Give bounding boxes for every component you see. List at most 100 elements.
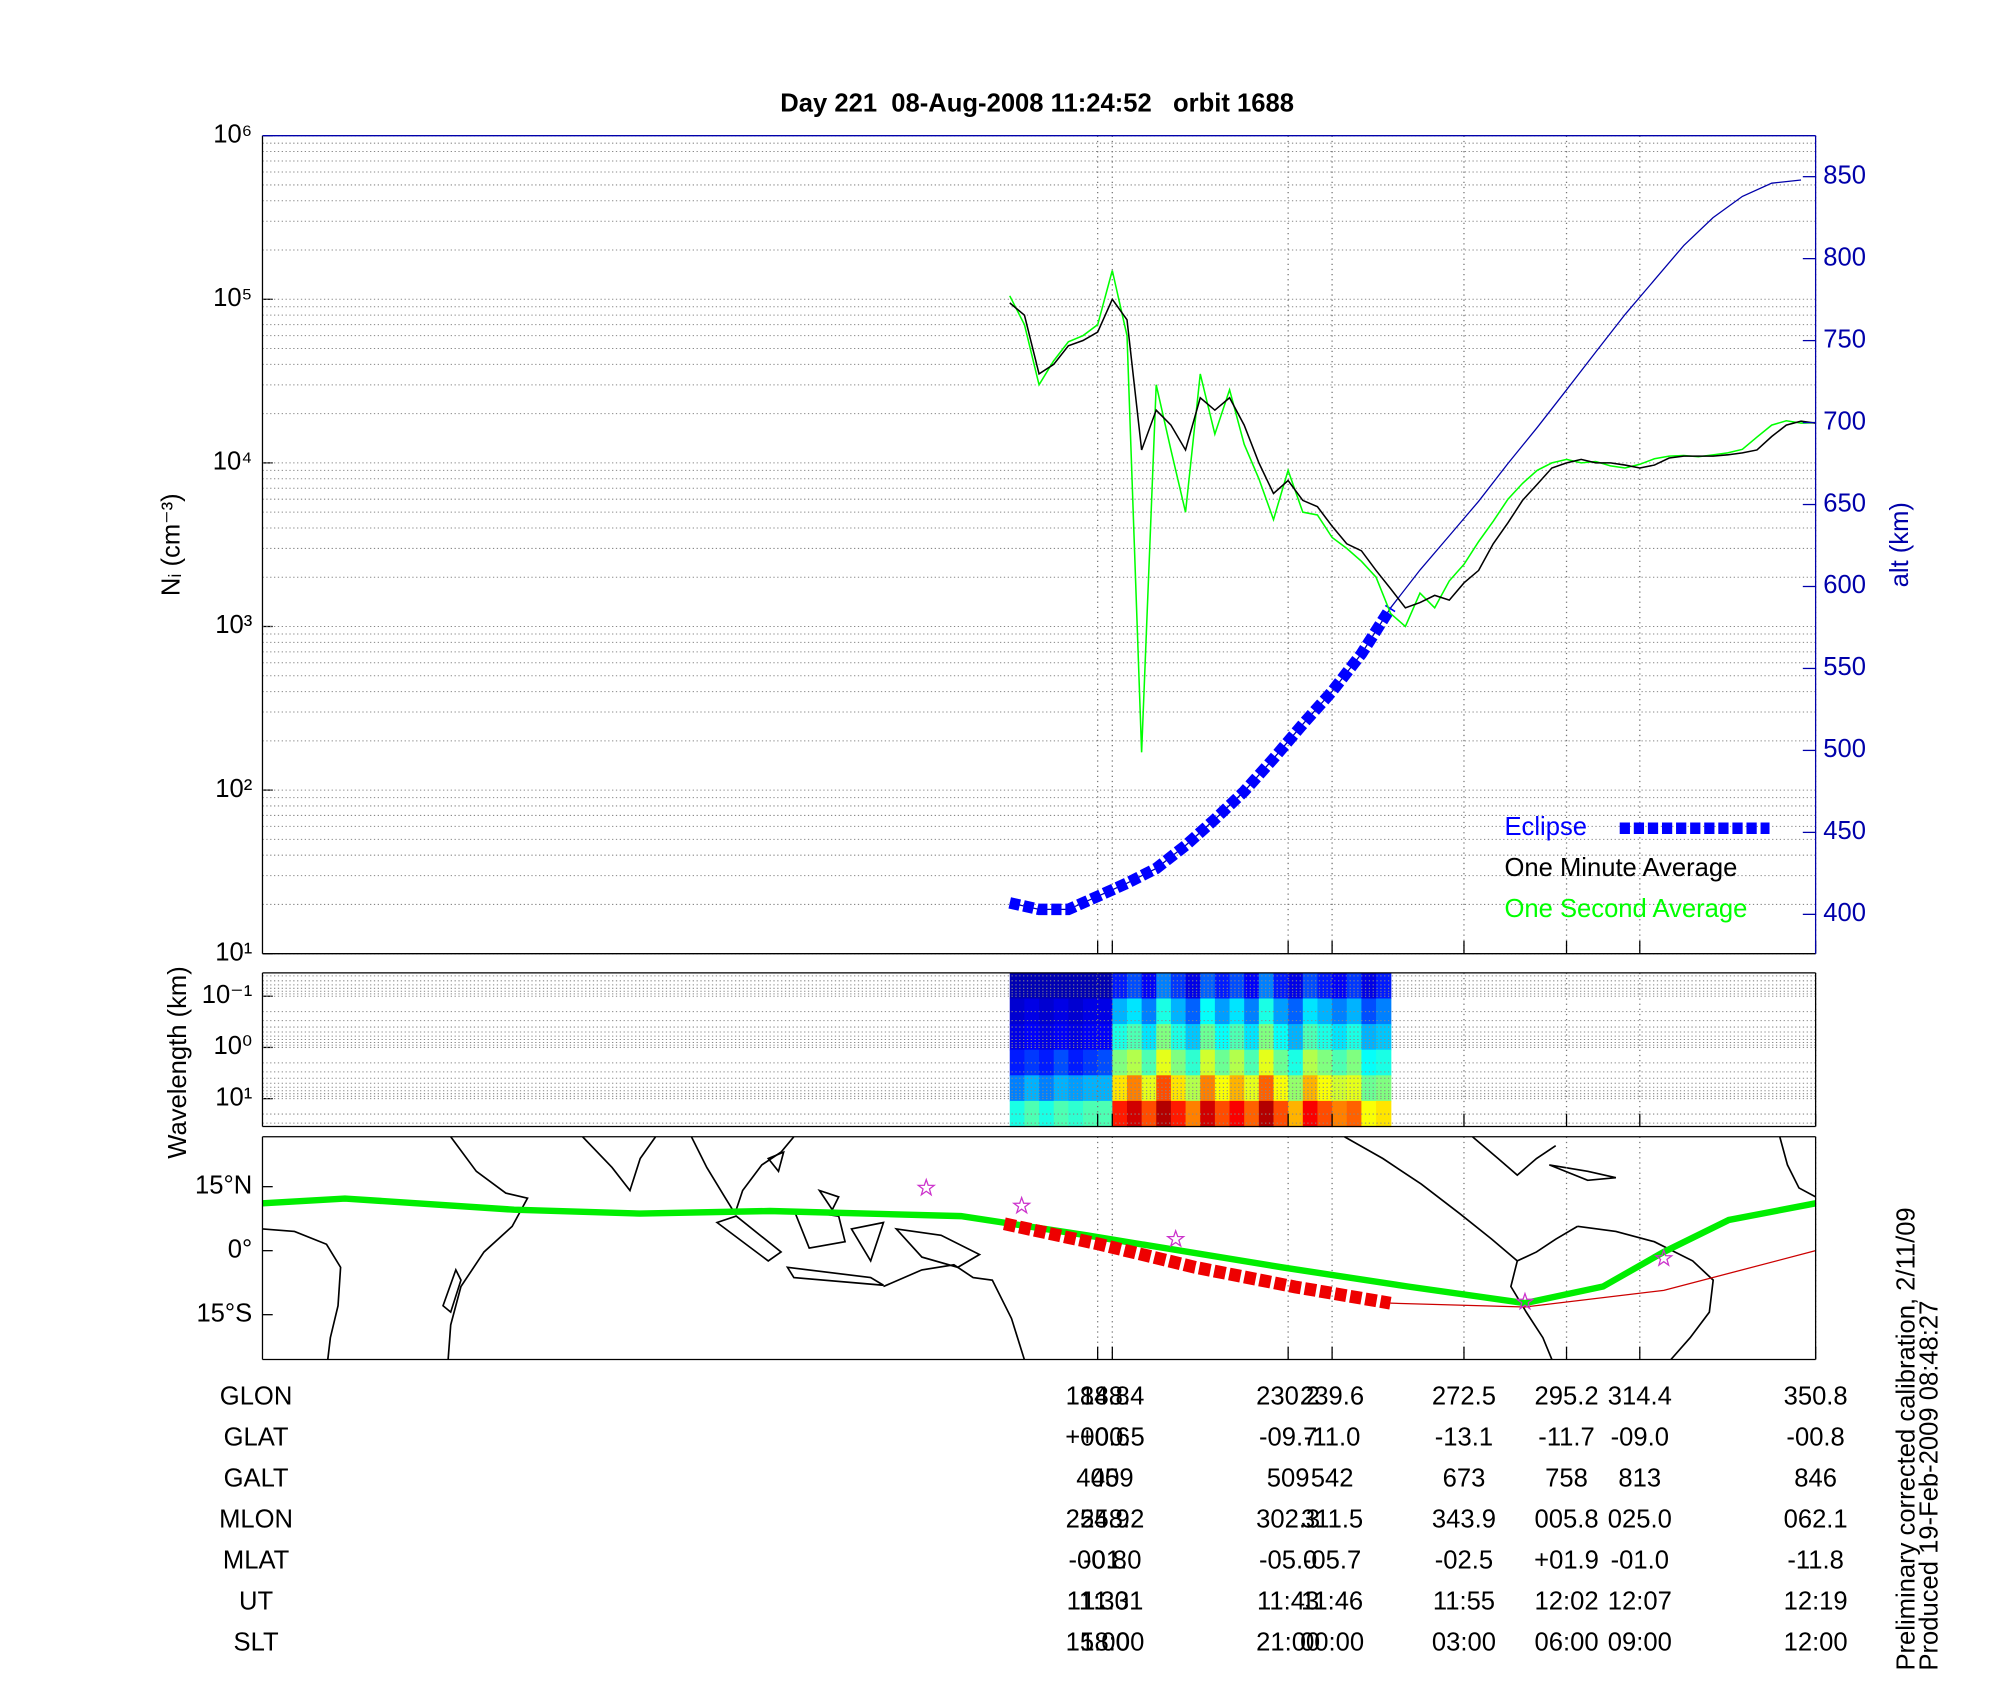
y-tick-label: 10⁴	[213, 448, 252, 476]
spectrogram-cell	[1214, 1049, 1231, 1076]
spectrogram-cell	[1273, 1075, 1289, 1102]
y-axis-label: Wavelength (km)	[164, 966, 192, 1158]
spectrogram-cell	[1097, 998, 1113, 1025]
cell: 758	[1545, 1465, 1588, 1493]
y-tick-label: 10⁶	[213, 120, 252, 148]
spectrogram-cell	[1332, 1100, 1348, 1128]
spectrogram-cell	[1229, 972, 1245, 1000]
spectrogram-cell	[1156, 972, 1172, 1000]
row-label: MLON	[219, 1506, 293, 1534]
y2-axis-label: alt (km)	[1886, 502, 1914, 587]
cell: 11:30	[1067, 1587, 1129, 1615]
spectrogram-cell	[1258, 1049, 1275, 1076]
spectrogram-cell	[1332, 998, 1348, 1025]
spectrogram-cell	[1097, 1100, 1113, 1128]
coastline	[442, 1267, 462, 1314]
cell: 12:07	[1608, 1587, 1672, 1615]
spectrogram-cell	[1302, 998, 1319, 1025]
coastline	[262, 1228, 342, 1360]
spectrogram-cell	[1229, 1049, 1245, 1076]
spectrogram-cell	[1244, 1024, 1260, 1051]
y2-tick-label: 800	[1823, 243, 1866, 271]
spectrogram-cell	[1346, 972, 1363, 1000]
spectrogram-cell	[1258, 998, 1275, 1025]
spectrogram-cell	[1302, 1100, 1319, 1128]
spectrogram-cell	[1024, 998, 1040, 1025]
spectrogram-cell	[1112, 1075, 1128, 1102]
y-tick-label: 15°S	[196, 1299, 252, 1327]
spectrogram-cell	[1317, 998, 1333, 1025]
spectrogram-cell	[1258, 1024, 1275, 1051]
spectrogram-cell	[1170, 998, 1187, 1025]
spectrogram-cell	[1053, 1024, 1069, 1051]
row-label: GLON	[220, 1383, 293, 1411]
spectrogram-cell	[1156, 1075, 1172, 1102]
spectrogram-cell	[1083, 1024, 1099, 1051]
row-label: GLAT	[224, 1424, 289, 1452]
spectrogram-cell	[1317, 1049, 1333, 1076]
spectrogram-cell	[1068, 998, 1084, 1025]
coastline	[1778, 1136, 1817, 1198]
spectrogram-cell	[1332, 1024, 1348, 1051]
cell: 405	[1076, 1465, 1119, 1493]
coastline	[447, 1136, 529, 1360]
spectrogram-cell	[1126, 1024, 1143, 1051]
y-tick-label: 10¹	[215, 1083, 252, 1111]
cell: 11:46	[1301, 1587, 1363, 1615]
cell: 673	[1443, 1465, 1486, 1493]
coastline	[785, 1266, 884, 1287]
spectrogram-cell	[1112, 972, 1128, 1000]
spectrogram-cell	[1141, 1100, 1157, 1128]
spectrogram-cell	[1244, 1049, 1260, 1076]
spectrogram-cell	[1024, 1100, 1040, 1128]
coastline	[1344, 1136, 1578, 1262]
coastline	[766, 1150, 785, 1174]
y2-tick-label: 500	[1823, 735, 1866, 763]
cell: 302.3	[1256, 1506, 1320, 1534]
cell: -09.0	[1611, 1424, 1669, 1452]
cell: -00.8	[1068, 1547, 1126, 1575]
spectrogram-cell	[1156, 998, 1172, 1025]
cell: 11:31	[1081, 1587, 1143, 1615]
series-line	[1009, 179, 1802, 911]
coastline	[1471, 1136, 1557, 1177]
spectrogram-cell	[1185, 972, 1201, 1000]
spectrogram-cell	[1097, 1024, 1113, 1051]
cell: -01.0	[1611, 1547, 1669, 1575]
spectrogram-cell	[1258, 1075, 1275, 1102]
row-label: SLT	[234, 1628, 279, 1656]
cell: 409	[1091, 1465, 1134, 1493]
cell: 12:19	[1784, 1587, 1848, 1615]
cell: 258.2	[1080, 1506, 1144, 1534]
figure-title: Day 221 08-Aug-2008 11:24:52 orbit 1688	[780, 90, 1294, 118]
spectrogram-cell	[1317, 972, 1333, 1000]
cell: 18:00	[1080, 1628, 1144, 1656]
spectrogram-cell	[1258, 972, 1275, 1000]
spectrogram-cell	[1273, 972, 1289, 1000]
spectrogram-cell	[1024, 1075, 1040, 1102]
cell: 00:00	[1300, 1628, 1364, 1656]
spectrogram-cell	[1376, 1049, 1392, 1076]
spectrogram-cell	[1156, 1024, 1172, 1051]
spectrogram-cell	[1112, 1024, 1128, 1051]
cell: 272.5	[1432, 1383, 1496, 1411]
cell: -11.8	[1787, 1547, 1843, 1575]
spectrogram-cell	[1244, 972, 1260, 1000]
spectrogram-cell	[1053, 998, 1069, 1025]
spectrogram-cell	[1332, 1049, 1348, 1076]
y2-tick-label: 400	[1823, 899, 1866, 927]
spectrogram-cell	[1068, 1024, 1084, 1051]
spectrogram-cell	[1068, 1049, 1084, 1076]
y-tick-label: 15°N	[195, 1171, 252, 1199]
spectrogram-cell	[1039, 1075, 1055, 1102]
spectrogram-cell	[1068, 1075, 1084, 1102]
spectrogram-cell	[1009, 1049, 1026, 1076]
cell: 254.9	[1066, 1506, 1130, 1534]
spectrogram-cell	[1083, 1100, 1099, 1128]
cell: 15:00	[1066, 1628, 1130, 1656]
cell: 12:02	[1535, 1587, 1599, 1615]
coastlines	[262, 1136, 1817, 1361]
cell: 025.0	[1608, 1506, 1672, 1534]
spectrogram-cell	[1361, 972, 1377, 1000]
